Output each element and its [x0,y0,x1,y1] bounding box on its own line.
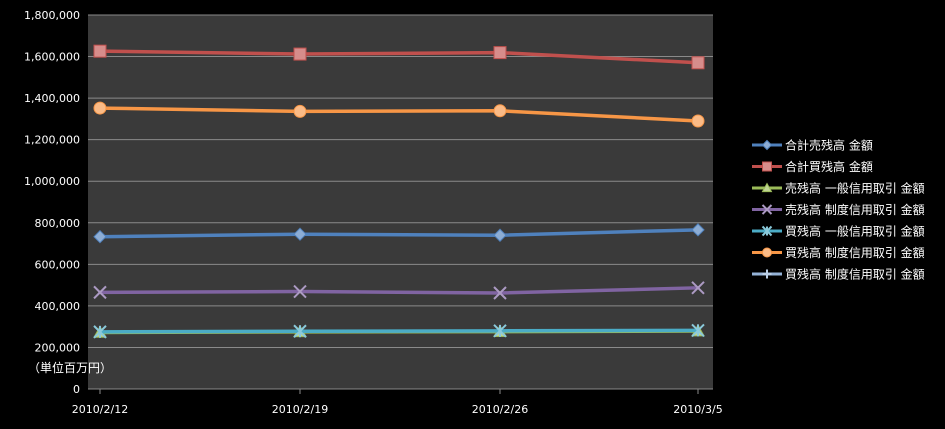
series-5 [93,101,705,128]
legend-item: 買残高 一般信用取引 金額 [752,224,925,239]
data-point [293,324,307,338]
data-point [293,47,307,61]
data-point [691,223,705,237]
legend-label: 買残高 制度信用取引 金額 [785,245,925,260]
data-point [293,284,307,299]
series-0 [93,223,705,244]
legend-item: 買残高 制度信用取引 金額 [752,267,925,282]
y-tick-label: 1,600,000 [24,51,80,64]
series-line [98,328,700,334]
data-point [761,225,773,237]
legend-label: 買残高 制度信用取引 金額 [785,267,925,282]
data-point [493,46,507,60]
x-tick-label: 2010/2/19 [272,403,328,416]
unit-note: （単位百万円） [28,360,112,375]
data-point [762,161,772,172]
y-tick-label: 1,000,000 [24,175,80,188]
legend-item: 買残高 制度信用取引 金額 [752,245,925,260]
series-line [98,106,700,123]
y-tick-label: 1,800,000 [24,9,80,22]
data-point [93,285,107,300]
gridlines [88,14,713,390]
series-line [98,228,700,239]
data-point [761,204,773,215]
y-tick-label: 400,000 [35,300,81,313]
data-point [93,325,107,339]
series-4 [93,323,705,339]
legend-label: 売残高 制度信用取引 金額 [785,202,925,217]
series-lines [93,44,705,339]
legend-label: 合計売残高 金額 [785,138,873,153]
legend-item: 売残高 一般信用取引 金額 [752,181,925,196]
series-3 [93,281,705,300]
x-tick-label: 2010/3/5 [673,403,722,416]
legend-item: 合計売残高 金額 [752,138,873,153]
data-point [493,104,507,118]
data-point [761,139,773,151]
y-tick-label: 200,000 [35,341,81,354]
y-tick-label: 600,000 [35,258,81,271]
plot-area [88,15,713,389]
data-point [691,56,705,70]
data-point [93,101,107,115]
data-point [493,286,507,300]
legend-label: 買残高 一般信用取引 金額 [785,224,925,239]
y-axis-ticks: 0 200,000 400,000 600,000 800,000 1,000,000 1,… [24,9,80,396]
series-1 [93,44,705,70]
x-tick-label: 2010/2/12 [72,403,128,416]
data-point [493,228,507,242]
data-point [93,229,107,244]
legend-label: 売残高 一般信用取引 金額 [785,181,925,196]
data-point [93,44,107,58]
legend-item: 合計買残高 金額 [752,159,873,174]
series-line [98,49,700,65]
data-point [762,247,772,258]
y-tick-label: 800,000 [35,217,81,230]
y-tick-label: 1,400,000 [24,92,80,105]
data-point [691,114,705,128]
data-point [761,182,773,193]
data-point [691,323,705,338]
legend-label: 合計買残高 金額 [785,159,873,174]
data-point [293,227,307,241]
data-point [762,269,772,279]
y-tick-label: 1,200,000 [24,134,80,147]
series-line [98,286,700,295]
data-point [691,281,705,295]
x-tick-label: 2010/2/26 [472,403,528,416]
legend-item: 売残高 制度信用取引 金額 [752,202,925,217]
x-axis-ticks: 2010/2/12 2010/2/19 2010/2/26 2010/3/5 [72,389,723,416]
data-point [293,104,307,118]
y-tick-label: 0 [73,383,80,396]
data-point [493,324,507,338]
